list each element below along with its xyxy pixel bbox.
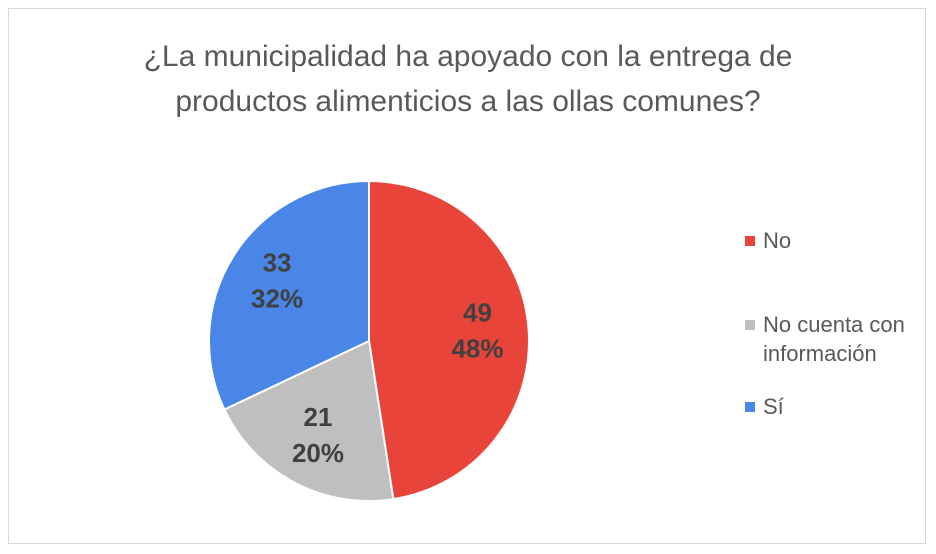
chart-frame [8, 8, 926, 544]
legend-swatch [745, 320, 755, 330]
legend-label: No cuenta con información [763, 312, 905, 366]
pie-slice [208, 179, 370, 411]
percent-label: 48% [451, 334, 503, 364]
pie-slice [223, 339, 395, 502]
legend-item: Sí [745, 392, 925, 421]
data-label: 33 [263, 248, 292, 278]
percent-label: 32% [251, 284, 303, 314]
percent-label: 20% [292, 438, 344, 468]
legend-label: Sí [763, 394, 784, 419]
legend-item: No cuenta con información [745, 310, 925, 368]
data-label: 49 [463, 298, 492, 328]
legend-label: No [763, 228, 792, 253]
data-label: 21 [304, 402, 333, 432]
legend-item: No [745, 226, 925, 255]
legend-swatch [745, 402, 755, 412]
legend-swatch [745, 236, 755, 246]
chart-title: ¿La municipalidad ha apoyado con la entr… [143, 40, 793, 118]
pie-slice [368, 179, 530, 501]
